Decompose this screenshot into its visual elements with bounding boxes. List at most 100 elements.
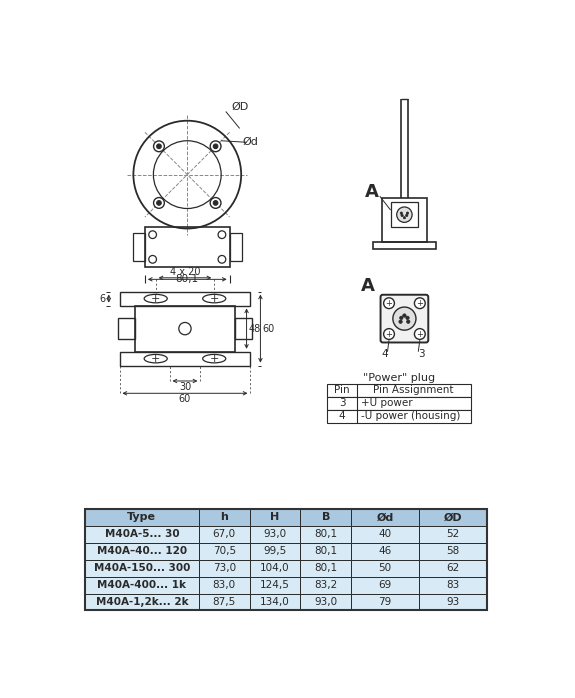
Text: B: B <box>321 512 330 522</box>
Text: -U power (housing): -U power (housing) <box>361 411 460 422</box>
Circle shape <box>384 329 394 339</box>
Circle shape <box>415 329 425 339</box>
Text: 46: 46 <box>378 546 392 556</box>
Bar <box>85 560 199 577</box>
Circle shape <box>218 231 226 239</box>
Text: Ød: Ød <box>243 138 258 147</box>
Text: M40A–40... 120: M40A–40... 120 <box>97 546 187 556</box>
Bar <box>250 526 301 542</box>
Text: 80,1: 80,1 <box>315 546 338 556</box>
Bar <box>351 577 419 593</box>
Circle shape <box>406 316 409 320</box>
Circle shape <box>400 212 402 214</box>
Bar <box>229 233 242 261</box>
Bar <box>120 352 251 366</box>
Circle shape <box>393 307 416 330</box>
Text: 62: 62 <box>446 563 459 573</box>
Text: 4 x 20: 4 x 20 <box>170 267 200 277</box>
Bar <box>250 509 301 526</box>
Bar <box>199 542 250 560</box>
Text: ØD: ØD <box>443 512 462 522</box>
Text: 3: 3 <box>418 349 425 359</box>
Text: +: + <box>151 294 160 304</box>
Bar <box>301 560 351 577</box>
Bar <box>235 318 252 339</box>
Circle shape <box>179 322 191 335</box>
Text: 87,5: 87,5 <box>213 597 236 607</box>
Text: 134,0: 134,0 <box>260 597 290 607</box>
Text: +: + <box>416 329 423 339</box>
Text: 69: 69 <box>378 580 392 590</box>
Text: Pin: Pin <box>334 385 350 395</box>
Text: 60: 60 <box>263 324 275 334</box>
Text: 67,0: 67,0 <box>213 529 236 540</box>
Text: 93,0: 93,0 <box>315 597 338 607</box>
Text: 104,0: 104,0 <box>260 563 290 573</box>
Text: +: + <box>386 299 393 308</box>
Circle shape <box>149 255 156 263</box>
Ellipse shape <box>202 355 226 363</box>
Text: 3: 3 <box>339 399 346 408</box>
FancyBboxPatch shape <box>381 295 428 343</box>
Text: "Power" plug: "Power" plug <box>363 373 435 383</box>
Text: +: + <box>209 294 219 304</box>
Text: H: H <box>270 512 279 522</box>
Circle shape <box>407 320 410 323</box>
Bar <box>327 384 470 397</box>
Bar <box>250 542 301 560</box>
Text: +U power: +U power <box>361 399 412 408</box>
Bar <box>199 577 250 593</box>
Text: 30: 30 <box>179 382 191 392</box>
Text: 40: 40 <box>378 529 392 540</box>
Circle shape <box>149 231 156 239</box>
Bar <box>351 526 419 542</box>
Bar <box>301 593 351 611</box>
Text: 99,5: 99,5 <box>263 546 287 556</box>
Circle shape <box>384 298 394 309</box>
Ellipse shape <box>144 355 167 363</box>
Text: 50: 50 <box>378 563 392 573</box>
Circle shape <box>402 314 406 317</box>
Text: 48: 48 <box>249 324 261 334</box>
Bar <box>419 560 487 577</box>
Ellipse shape <box>202 295 226 303</box>
Bar <box>135 306 235 352</box>
Circle shape <box>156 200 161 205</box>
Bar <box>351 542 419 560</box>
Text: M40A-5... 30: M40A-5... 30 <box>105 529 179 540</box>
Bar <box>85 542 199 560</box>
Text: 80,1: 80,1 <box>315 529 338 540</box>
Bar <box>351 560 419 577</box>
Bar <box>390 202 418 227</box>
Text: M40A-400... 1k: M40A-400... 1k <box>97 580 186 590</box>
Bar <box>145 227 229 267</box>
Circle shape <box>400 316 403 320</box>
Circle shape <box>401 214 403 216</box>
Bar <box>351 593 419 611</box>
Bar <box>120 292 251 306</box>
Circle shape <box>399 320 402 323</box>
Text: 60: 60 <box>179 394 191 404</box>
Bar <box>85 509 487 611</box>
Bar <box>373 242 436 249</box>
Text: +: + <box>209 354 219 364</box>
Text: 58: 58 <box>446 546 459 556</box>
Ellipse shape <box>144 295 167 303</box>
Bar <box>301 542 351 560</box>
Text: 73,0: 73,0 <box>213 563 236 573</box>
Text: M40A-150... 300: M40A-150... 300 <box>94 563 190 573</box>
Text: 4: 4 <box>339 411 346 422</box>
Bar <box>301 526 351 542</box>
Bar <box>250 560 301 577</box>
Text: +: + <box>416 299 423 308</box>
Circle shape <box>218 255 226 263</box>
Text: 80,1: 80,1 <box>176 274 199 284</box>
Circle shape <box>415 298 425 309</box>
Bar <box>301 509 351 526</box>
Text: 6: 6 <box>99 294 106 304</box>
Text: 4: 4 <box>381 349 388 359</box>
Circle shape <box>156 144 161 149</box>
Bar <box>199 526 250 542</box>
Text: 52: 52 <box>446 529 459 540</box>
Bar <box>133 233 145 261</box>
